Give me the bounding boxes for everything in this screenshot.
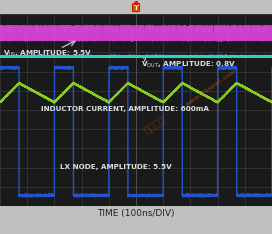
Text: T: T	[134, 4, 138, 11]
Text: V$_{\mathsf{OUT}}$, AMPLITUDE: 0.8V: V$_{\mathsf{OUT}}$, AMPLITUDE: 0.8V	[141, 60, 236, 70]
Text: ●: ●	[134, 1, 138, 6]
Text: V$_{\mathsf{IN}}$, AMPLITUDE: 5.5V: V$_{\mathsf{IN}}$, AMPLITUDE: 5.5V	[3, 49, 92, 59]
Text: INDUCTOR CURRENT, AMPLITUDE: 600mA: INDUCTOR CURRENT, AMPLITUDE: 600mA	[41, 106, 209, 112]
Text: 电子之家: 电子之家	[141, 113, 166, 135]
Text: LX NODE, AMPLITUDE: 5.5V: LX NODE, AMPLITUDE: 5.5V	[60, 164, 172, 170]
X-axis label: TIME (100ns/DIV): TIME (100ns/DIV)	[97, 209, 175, 218]
Text: www.21spec.com: www.21spec.com	[185, 68, 238, 107]
